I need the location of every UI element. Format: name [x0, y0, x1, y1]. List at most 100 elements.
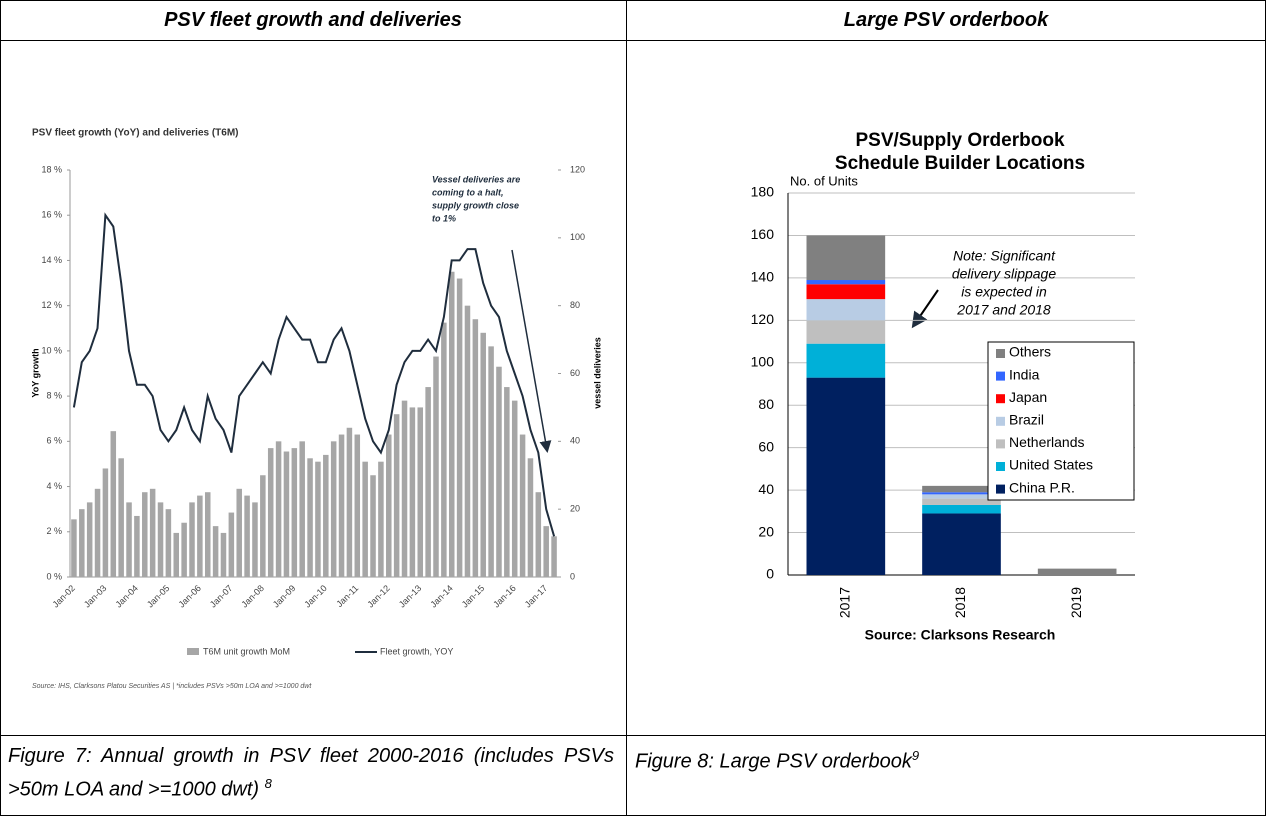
bar-segment: [922, 485, 1001, 493]
y-tick-label: 8 %: [46, 390, 62, 400]
chart-title: PSV fleet growth (YoY) and deliveries (T…: [32, 128, 239, 139]
y-tick-label: 18 %: [41, 164, 62, 174]
legend-label: United States: [1009, 457, 1093, 473]
bar-segment: [922, 492, 1001, 495]
bar: [118, 458, 124, 577]
bar: [102, 468, 109, 577]
bar: [464, 305, 471, 577]
y2-tick-label: 120: [570, 164, 585, 174]
bar-segment: [806, 235, 886, 281]
legend-swatch: [996, 371, 1005, 381]
bar: [307, 458, 313, 577]
caption-text: Figure 7: Annual growth in PSV fleet 200…: [8, 745, 614, 801]
x-tick-label: Jan-02: [50, 583, 77, 610]
annotation: to 1%: [432, 213, 456, 223]
x-tick-label: Jan-06: [176, 583, 203, 610]
bar: [488, 346, 494, 577]
caption-text: Figure 8: Large PSV orderbook: [635, 750, 912, 773]
bar: [433, 356, 439, 577]
bar: [220, 532, 227, 577]
y2-tick-label: 40: [570, 436, 580, 446]
legend-swatch: [996, 439, 1005, 449]
footnote-ref: 8: [264, 776, 272, 791]
y-tick-label: 14 %: [41, 255, 62, 265]
bar: [378, 461, 384, 577]
legend-label: India: [1009, 366, 1040, 382]
chart-subtitle: Schedule Builder Locations: [835, 153, 1085, 174]
legend-label: Japan: [1009, 389, 1047, 405]
bar-segment: [922, 498, 1001, 505]
bar-segment: [806, 280, 886, 285]
y-tick-label: 80: [758, 396, 774, 412]
x-tick-label: Jan-15: [460, 583, 487, 610]
bar: [393, 414, 400, 577]
bar: [236, 488, 242, 577]
y-tick-label: 4 %: [46, 481, 62, 491]
bar: [504, 387, 510, 577]
x-tick-label: Jan-10: [302, 583, 329, 610]
y-tick-label: 180: [751, 184, 775, 200]
y-tick-label: 160: [751, 226, 775, 242]
legend-box: [987, 341, 1135, 501]
border: [0, 0, 1, 816]
bar: [291, 448, 298, 577]
bar: [260, 475, 266, 577]
y2-axis-label: vessel deliveries: [592, 337, 602, 409]
y-tick-label: 140: [751, 269, 775, 285]
legend-label: Fleet growth, YOY: [380, 646, 453, 656]
bar: [181, 522, 187, 577]
bar: [354, 434, 361, 577]
x-tick-label: Jan-07: [208, 583, 235, 610]
bar: [551, 536, 557, 577]
bar: [157, 502, 164, 577]
x-tick-label: Jan-14: [428, 583, 455, 610]
border: [626, 0, 627, 816]
bar: [197, 495, 203, 577]
y2-tick-label: 60: [570, 368, 580, 378]
bar-segment: [806, 284, 886, 300]
y-axis-label: YoY growth: [30, 348, 40, 397]
bar: [189, 502, 195, 577]
y-tick-label: 120: [751, 311, 775, 327]
bar: [338, 434, 345, 577]
bar: [299, 441, 305, 577]
legend-swatch: [996, 484, 1005, 494]
bar: [252, 502, 258, 577]
bar-segment: [1037, 568, 1117, 575]
bar: [315, 461, 321, 577]
bar: [472, 319, 479, 577]
annotation: coming to a halt,: [432, 187, 504, 197]
bar: [79, 509, 85, 577]
x-tick-label: Jan-13: [397, 583, 424, 610]
bar: [94, 488, 101, 577]
bar: [126, 502, 132, 577]
y-tick-label: 10 %: [41, 345, 62, 355]
chart-title: PSV/Supply Orderbook: [855, 130, 1064, 151]
line: [72, 212, 556, 537]
y-tick-label: 40: [758, 481, 774, 497]
bar: [330, 441, 337, 577]
x-tick-label: Jan-17: [523, 583, 550, 610]
legend-label: Brazil: [1009, 412, 1044, 428]
legend-swatch: [187, 648, 199, 655]
border: [0, 735, 1266, 736]
bar: [346, 427, 353, 577]
bar: [110, 431, 117, 577]
bar: [165, 509, 172, 577]
y-tick-label: 0 %: [46, 571, 62, 581]
bar: [527, 458, 534, 577]
column-header: PSV fleet growth and deliveries: [164, 9, 462, 31]
y2-tick-label: 0: [570, 571, 575, 581]
bar: [370, 475, 376, 577]
bar: [134, 515, 140, 577]
bar: [519, 434, 526, 577]
source: Source: IHS, Clarksons Platou Securities…: [32, 683, 312, 690]
bar: [401, 400, 408, 577]
bar-segment: [806, 343, 886, 378]
legend-swatch: [996, 394, 1005, 404]
legend-label: China P.R.: [1009, 479, 1075, 495]
bar: [425, 387, 431, 577]
y-tick-label: 6 %: [46, 436, 62, 446]
